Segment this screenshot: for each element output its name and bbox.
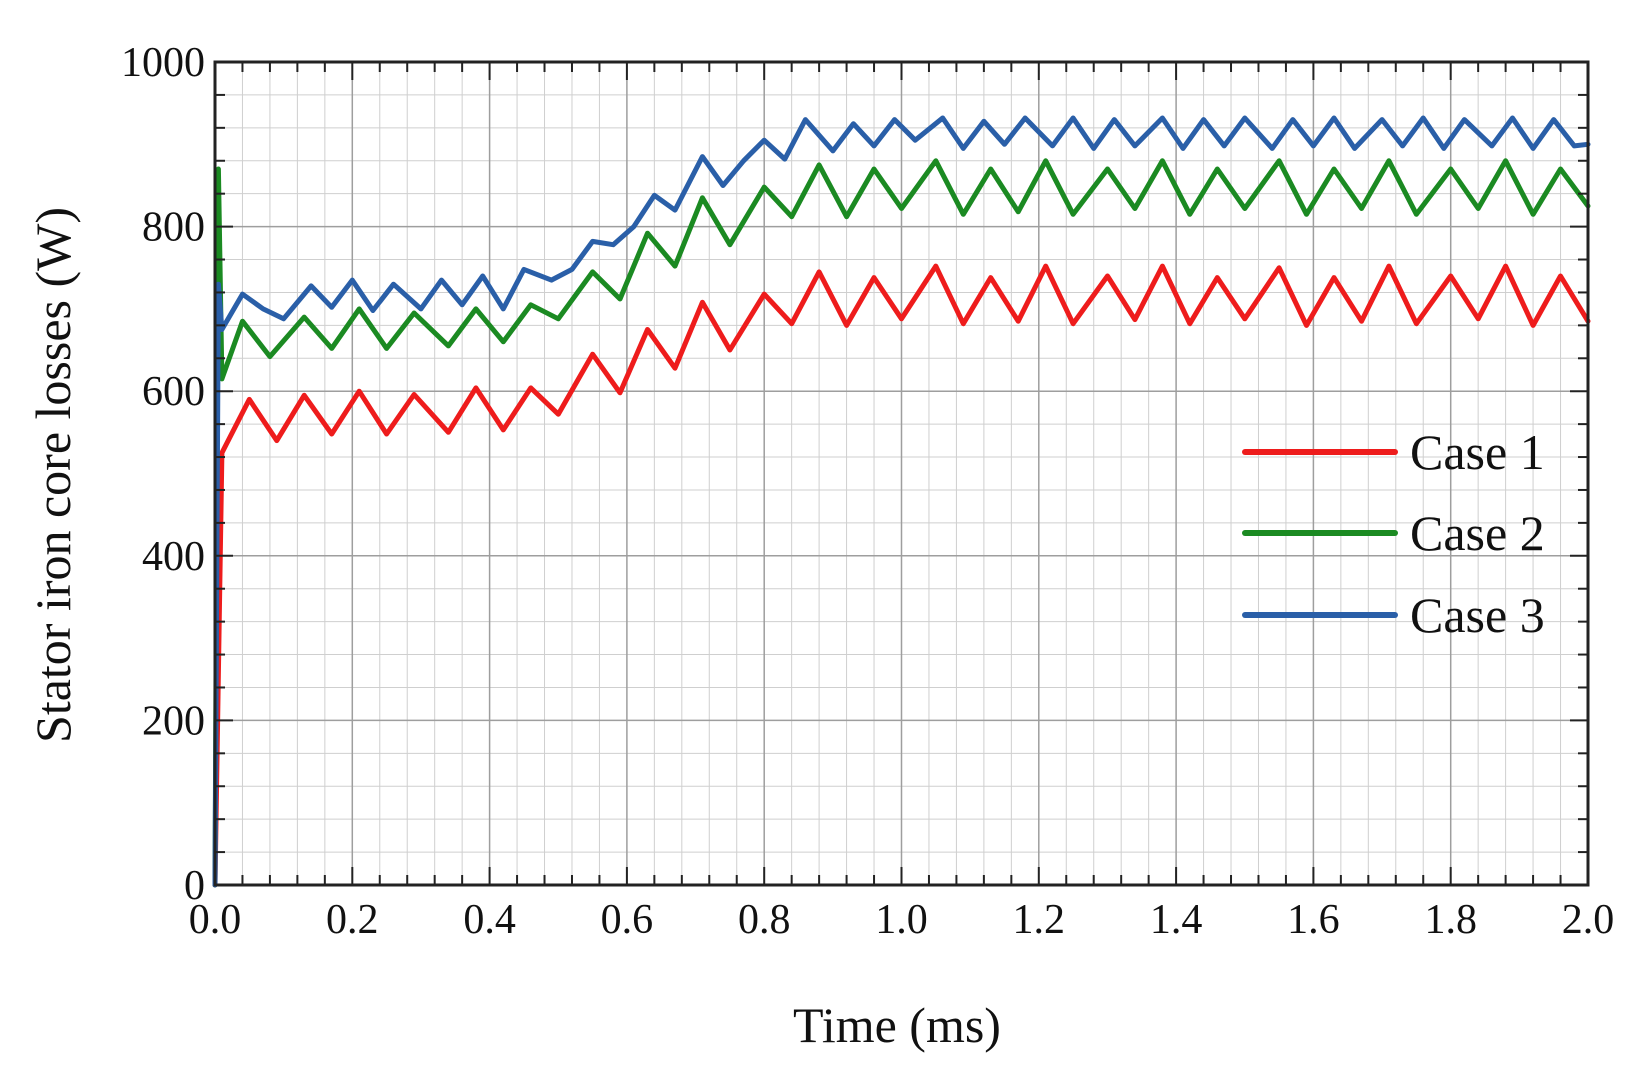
x-tick-label: 0.6	[601, 897, 654, 943]
x-tick-label: 1.2	[1013, 897, 1066, 943]
y-tick-label: 400	[142, 534, 205, 580]
x-tick-label: 0.0	[189, 897, 242, 943]
x-tick-labels: 0.0 0.2 0.4 0.6 0.8 1.0 1.2 1.4 1.6 1.8 2.0	[189, 897, 1615, 943]
x-tick-label: 0.2	[326, 897, 379, 943]
legend-label-case-1: Case 1	[1410, 424, 1545, 480]
x-tick-label: 0.4	[463, 897, 516, 943]
series-line-case-2	[212, 158, 1591, 888]
y-tick-label: 800	[142, 205, 205, 251]
series-line-case-1	[212, 263, 1591, 888]
x-axis-title: Time (ms)	[793, 997, 1001, 1053]
legend-label-case-2: Case 2	[1410, 505, 1545, 561]
legend: Case 1 Case 2 Case 3	[1242, 424, 1545, 643]
y-tick-label: 200	[142, 698, 205, 744]
y-axis-title: Stator iron core losses (W)	[25, 207, 81, 743]
series-lines	[212, 115, 1591, 888]
x-tick-label: 1.0	[875, 897, 928, 943]
series-line-case-3	[212, 115, 1591, 888]
y-tick-labels: 0 200 400 600 800 1000	[121, 40, 205, 909]
major-gridlines	[215, 62, 1588, 885]
axis-ticks	[214, 61, 1589, 886]
y-tick-label: 0	[184, 863, 205, 909]
x-tick-label: 1.8	[1424, 897, 1477, 943]
y-tick-label: 600	[142, 369, 205, 415]
legend-label-case-3: Case 3	[1410, 587, 1545, 643]
x-tick-label: 2.0	[1562, 897, 1615, 943]
x-tick-label: 1.6	[1287, 897, 1340, 943]
x-tick-label: 0.8	[738, 897, 791, 943]
y-tick-label: 1000	[121, 40, 205, 86]
x-tick-label: 1.4	[1150, 897, 1203, 943]
